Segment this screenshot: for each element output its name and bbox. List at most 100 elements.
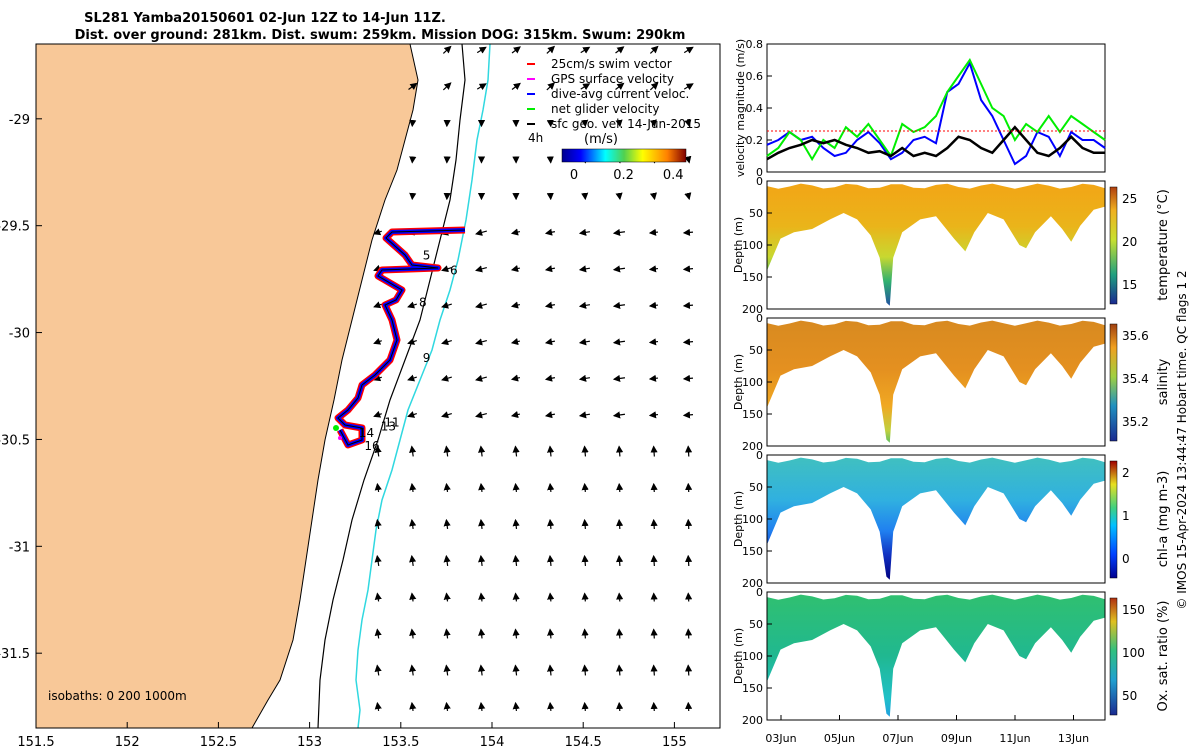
velocity-series-line — [766, 125, 1105, 161]
geo-velocity-arrow — [650, 628, 658, 639]
depth-section-fill — [767, 594, 1105, 717]
geo-velocity-arrow — [547, 592, 555, 602]
depth-y-tick-label: 200 — [742, 303, 763, 316]
geo-velocity-arrow — [510, 374, 521, 382]
geo-velocity-arrow — [478, 482, 486, 493]
geo-velocity-arrow — [578, 411, 591, 419]
geo-velocity-arrow — [443, 554, 451, 567]
geo-velocity-arrow — [612, 228, 626, 236]
depth-colorbar-tick-label: 35.6 — [1122, 329, 1149, 343]
depth-section-fill — [767, 457, 1105, 580]
geo-velocity-arrow — [682, 411, 694, 419]
geo-velocity-arrow — [441, 374, 452, 382]
net-glider-track — [337, 229, 466, 446]
geo-velocity-arrow — [581, 192, 589, 201]
depth-colorbar-label: Ox. sat. ratio (%) — [1156, 601, 1171, 712]
legend-4h: 4h — [528, 131, 543, 145]
depth-colorbar — [1109, 597, 1118, 716]
map-y-tick-label: -29.5 — [0, 220, 30, 235]
colorbar-tick-label: 0 — [570, 168, 578, 183]
geo-velocity-arrow — [581, 119, 589, 128]
geo-velocity-arrow — [373, 337, 382, 345]
geo-velocity-arrow — [478, 592, 486, 602]
geo-velocity-arrow — [374, 482, 382, 493]
geo-velocity-arrow — [578, 301, 591, 309]
day-label: 11 — [384, 415, 399, 429]
geo-velocity-arrow — [684, 518, 693, 530]
geo-velocity-arrow — [512, 445, 520, 457]
geo-velocity-arrow — [373, 228, 382, 236]
depth-colorbar-tick-label: 35.4 — [1122, 372, 1149, 386]
geo-velocity-arrow — [407, 301, 417, 309]
geo-velocity-arrow — [578, 374, 591, 382]
geo-velocity-arrow — [544, 374, 556, 382]
geo-velocity-arrow — [476, 83, 487, 91]
geo-velocity-arrow — [650, 592, 658, 602]
depth-y-tick-label: 150 — [742, 682, 763, 695]
geo-velocity-arrow — [478, 518, 486, 530]
geo-velocity-arrow — [684, 664, 693, 676]
geo-velocity-arrow — [443, 701, 451, 712]
geo-velocity-arrow — [510, 338, 521, 346]
depth-y-tick-label: 50 — [749, 344, 763, 357]
depth-y-tick-label: 0 — [756, 312, 763, 325]
date-tick-label: 03Jun — [765, 732, 796, 745]
map-x-tick-label: 151.5 — [17, 735, 54, 750]
geo-velocity-arrow — [649, 192, 657, 201]
geo-velocity-arrow — [409, 445, 417, 457]
depth-colorbar — [1109, 460, 1118, 579]
geo-velocity-arrow — [478, 628, 486, 639]
depth-y-tick-label: 150 — [742, 408, 763, 421]
isobath-200-line — [317, 43, 466, 729]
geo-velocity-arrow — [443, 628, 451, 639]
geo-velocity-arrow — [512, 518, 520, 530]
geo-velocity-arrow — [648, 338, 659, 346]
geo-velocity-arrow — [650, 664, 658, 676]
geo-velocity-arrow — [544, 228, 556, 236]
geo-velocity-arrow — [616, 592, 624, 602]
depth-y-tick-label: 100 — [742, 239, 763, 252]
geo-velocity-arrow — [547, 518, 555, 530]
depth-y-tick-label: 0 — [756, 175, 763, 188]
velocity-series-line — [766, 58, 1106, 162]
geo-velocity-arrow — [409, 592, 417, 602]
geo-velocity-arrow — [580, 46, 591, 54]
geo-velocity-arrow — [684, 119, 692, 128]
depth-colorbar — [1109, 186, 1118, 305]
map-y-ticks: -29 -29.5 -30 -30.5 -31 -31.5 — [0, 113, 42, 662]
geo-velocity-arrow — [581, 664, 589, 676]
isobath-1000-line — [355, 43, 491, 729]
depth-colorbar-tick-label: 0 — [1122, 552, 1130, 566]
geo-velocity-arrow — [547, 701, 555, 712]
velocity-series-line — [766, 60, 1106, 166]
geo-velocity-arrow — [373, 374, 382, 382]
legend-label: dive-avg current veloc. — [551, 87, 689, 101]
geo-velocity-arrow — [578, 265, 591, 273]
geo-velocity-arrow — [684, 155, 692, 164]
depth-colorbar-tick-label: 15 — [1122, 278, 1137, 292]
geo-velocity-arrow — [648, 265, 659, 273]
geo-velocity-arrow — [544, 301, 556, 309]
depth-y-tick-label: 50 — [749, 618, 763, 631]
geo-velocity-arrow — [409, 554, 417, 567]
velocity-y-tick-label: 0.8 — [746, 38, 764, 51]
colorbar-ticks: 0 0.2 0.4 — [570, 168, 684, 183]
copyright-note: © IMOS 15-Apr-2024 13:44:47 Hobart time.… — [1175, 270, 1189, 609]
day-label: 9 — [423, 351, 431, 365]
legend-label: sfc geo. vel. 14-Jun-2015 — [551, 117, 701, 131]
depth-colorbar — [1109, 323, 1118, 442]
date-tick-label: 09Jun — [941, 732, 972, 745]
date-x-ticks: 03Jun 05Jun 07Jun 09Jun 11Jun 13Jun — [765, 715, 1089, 745]
geo-velocity-arrow — [546, 45, 556, 54]
isobath-label: isobaths: 0 200 1000m — [48, 689, 187, 703]
day-label: 14 — [359, 426, 374, 440]
geo-velocity-arrow — [615, 445, 624, 457]
depth-ylabel: Depth (m) — [732, 491, 745, 547]
geo-velocity-arrow — [581, 554, 589, 567]
geo-velocity-arrow — [612, 338, 626, 346]
geo-velocity-arrow — [616, 701, 624, 712]
